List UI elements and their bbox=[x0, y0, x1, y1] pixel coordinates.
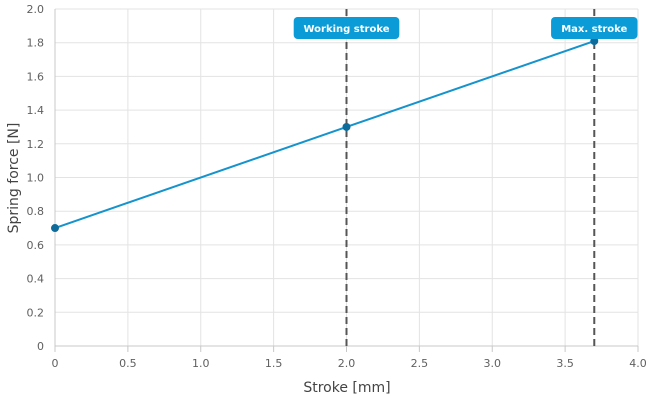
x-tick-label: 1.5 bbox=[265, 357, 283, 370]
y-axis-title: Spring force [N] bbox=[6, 123, 22, 234]
y-tick-label: 1.8 bbox=[27, 37, 45, 50]
x-tick-label: 3.5 bbox=[556, 357, 574, 370]
y-tick-label: 0.4 bbox=[27, 273, 45, 286]
marker-layer bbox=[345, 9, 596, 346]
y-tick-label: 1.0 bbox=[27, 172, 45, 185]
x-tick-label: 0 bbox=[52, 357, 59, 370]
series-layer bbox=[51, 37, 599, 233]
y-tick-label: 1.6 bbox=[27, 70, 45, 83]
label-layer: Working stroke Max. stroke bbox=[293, 17, 638, 39]
x-tick-label: 3.0 bbox=[484, 357, 502, 370]
y-tick-label: 1.2 bbox=[27, 138, 45, 151]
y-tick-label: 2.0 bbox=[27, 3, 45, 16]
x-tick-label: 4.0 bbox=[629, 357, 647, 370]
x-tick-label: 0.5 bbox=[119, 357, 137, 370]
axis-layer: 0 0.2 0.4 0.6 0.8 1.0 1.2 1.4 1.6 1.8 2.0 0 0.5 1.0 1.… bbox=[27, 3, 647, 370]
y-tick-label: 1.4 bbox=[27, 104, 45, 117]
x-tick-label: 2.5 bbox=[411, 357, 429, 370]
marker-label: Max. stroke bbox=[561, 24, 627, 35]
marker-badge bbox=[293, 17, 400, 39]
y-tick-label: 0.6 bbox=[27, 239, 45, 252]
data-point bbox=[590, 37, 599, 46]
marker-label: Working stroke bbox=[303, 24, 389, 35]
series-line bbox=[54, 40, 595, 229]
y-tick-label: 0 bbox=[37, 340, 44, 353]
marker-badge bbox=[551, 17, 638, 39]
x-axis-title: Stroke [mm] bbox=[303, 380, 390, 396]
x-tick-label: 1.0 bbox=[192, 357, 210, 370]
y-tick-label: 0.8 bbox=[27, 205, 45, 218]
data-point bbox=[51, 224, 59, 233]
y-tick-label: 0.2 bbox=[27, 306, 45, 319]
x-tick-label: 2.0 bbox=[338, 357, 356, 370]
data-point bbox=[342, 122, 351, 131]
